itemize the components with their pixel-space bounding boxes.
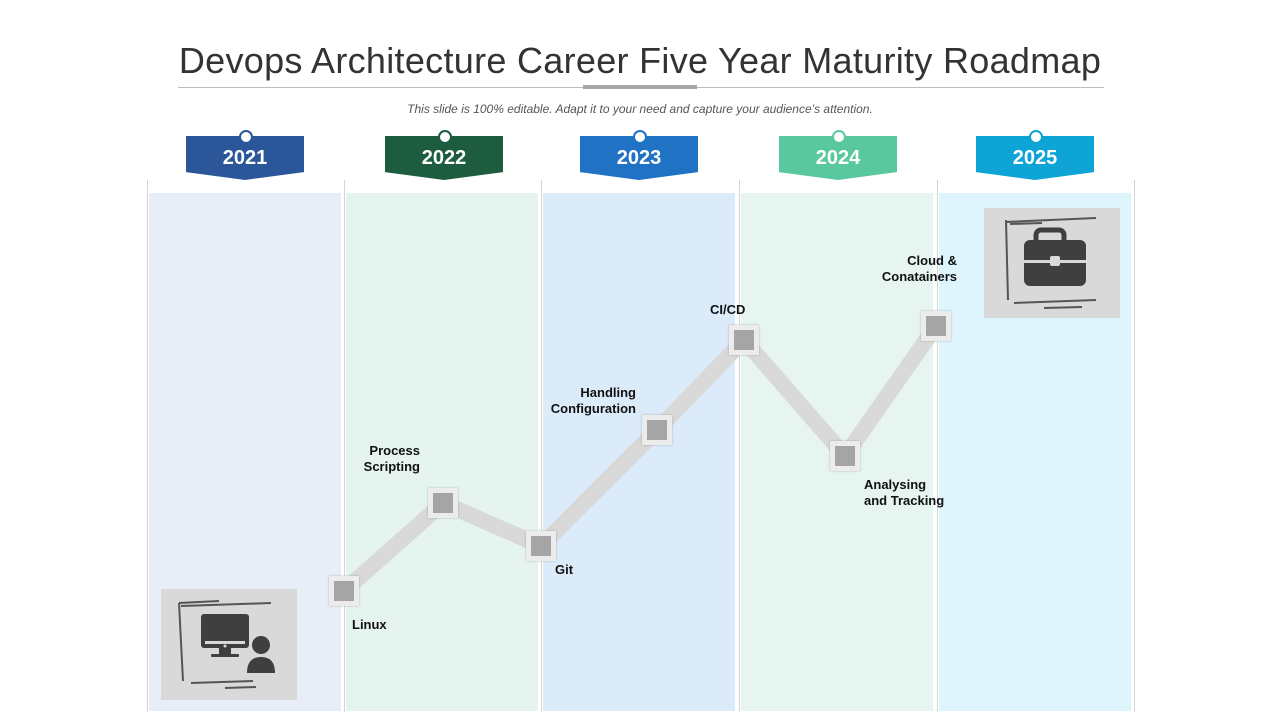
subtitle: This slide is 100% editable. Adapt it to… — [407, 102, 873, 116]
milestone-label-linux: Linux — [352, 617, 387, 632]
title-accent-bar — [583, 85, 697, 89]
milestone-marker-cloud-containers — [921, 311, 951, 341]
year-dot — [239, 130, 253, 144]
milestone-marker-process-scripting — [428, 488, 458, 518]
milestone-label-git: Git — [555, 562, 574, 577]
column-divider — [937, 180, 938, 712]
briefcase-icon — [1005, 217, 1097, 309]
milestone-label-process-scripting: Process Scripting — [363, 443, 420, 474]
year-dot — [1029, 130, 1043, 144]
computer-user-icon — [178, 600, 275, 689]
end-icon-box — [984, 208, 1120, 318]
milestone-marker-handling-configuration — [642, 415, 672, 445]
milestone-marker-git — [526, 531, 556, 561]
column-2022 — [346, 193, 538, 711]
column-divider — [739, 180, 740, 712]
column-divider — [541, 180, 542, 712]
start-icon-box — [161, 589, 297, 700]
milestone-label-cloud-containers: Cloud & Conatainers — [881, 253, 957, 284]
milestone-marker-linux — [329, 576, 359, 606]
page-title: Devops Architecture Career Five Year Mat… — [178, 40, 1102, 81]
milestone-label-handling-configuration: Handling Configuration — [550, 385, 636, 416]
milestone-marker-cicd — [729, 325, 759, 355]
milestone-label-analysing-tracking: Analysing and Tracking — [864, 477, 945, 508]
column-divider — [344, 180, 345, 712]
year-dot — [438, 130, 452, 144]
milestone-marker-analysing-tracking — [830, 441, 860, 471]
milestone-label-cicd: CI/CD — [710, 302, 746, 317]
column-divider — [147, 180, 148, 712]
year-dot — [832, 130, 846, 144]
column-divider — [1134, 180, 1135, 712]
year-dot — [633, 130, 647, 144]
